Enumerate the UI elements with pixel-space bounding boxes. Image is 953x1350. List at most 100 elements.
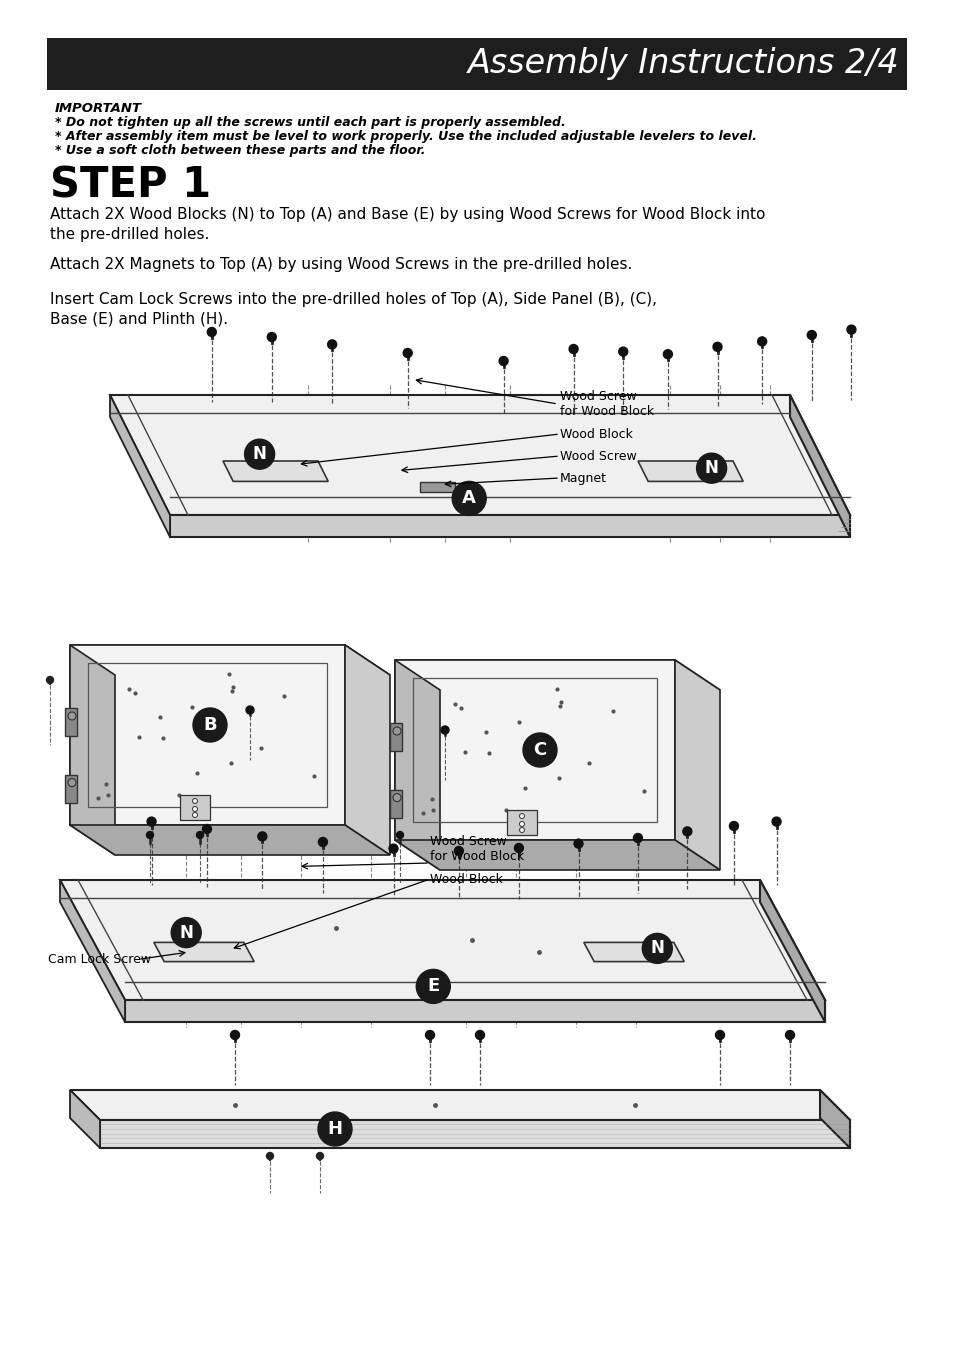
Circle shape <box>440 726 449 734</box>
Circle shape <box>475 1030 484 1040</box>
Polygon shape <box>760 880 824 1022</box>
Polygon shape <box>345 645 390 855</box>
Polygon shape <box>70 645 115 855</box>
Circle shape <box>757 338 766 346</box>
Text: N: N <box>650 940 663 957</box>
Circle shape <box>569 344 578 354</box>
Circle shape <box>696 454 726 483</box>
Circle shape <box>715 1030 723 1040</box>
Polygon shape <box>70 645 345 825</box>
Circle shape <box>846 325 855 333</box>
Circle shape <box>68 779 76 787</box>
Circle shape <box>193 813 197 818</box>
Circle shape <box>231 1030 239 1040</box>
Circle shape <box>193 707 227 742</box>
Polygon shape <box>70 1089 100 1148</box>
Circle shape <box>207 328 216 336</box>
Circle shape <box>266 1153 274 1160</box>
Circle shape <box>316 1153 323 1160</box>
Circle shape <box>389 844 397 853</box>
Bar <box>419 482 455 491</box>
Circle shape <box>317 1112 352 1146</box>
Circle shape <box>454 846 463 856</box>
Circle shape <box>393 794 400 802</box>
Circle shape <box>806 331 816 339</box>
Text: Magnet: Magnet <box>559 472 606 485</box>
Circle shape <box>246 706 253 714</box>
Polygon shape <box>70 1089 849 1120</box>
Text: * After assembly item must be level to work properly. Use the included adjustabl: * After assembly item must be level to w… <box>55 130 756 143</box>
Polygon shape <box>110 396 849 514</box>
Circle shape <box>68 711 76 720</box>
Circle shape <box>641 933 672 964</box>
Text: Assembly Instructions 2/4: Assembly Instructions 2/4 <box>468 47 899 81</box>
Circle shape <box>244 439 274 470</box>
Polygon shape <box>60 880 824 1000</box>
Text: Wood Block: Wood Block <box>430 873 502 886</box>
Text: Wood Block: Wood Block <box>559 428 632 441</box>
Circle shape <box>147 817 156 826</box>
Text: Cam Lock Screw: Cam Lock Screw <box>48 953 151 965</box>
Circle shape <box>171 918 201 948</box>
Circle shape <box>193 798 197 803</box>
Polygon shape <box>395 840 720 869</box>
Bar <box>506 810 537 836</box>
Text: H: H <box>327 1120 342 1138</box>
Circle shape <box>633 833 641 842</box>
Text: Wood Screw
for Wood Block: Wood Screw for Wood Block <box>559 390 654 418</box>
Text: N: N <box>253 446 266 463</box>
Polygon shape <box>223 460 328 482</box>
Circle shape <box>403 348 412 358</box>
Text: IMPORTANT: IMPORTANT <box>55 103 142 115</box>
Circle shape <box>784 1030 794 1040</box>
Polygon shape <box>820 1089 849 1148</box>
Polygon shape <box>100 1120 849 1148</box>
Polygon shape <box>153 942 253 961</box>
Circle shape <box>202 825 212 833</box>
Polygon shape <box>675 660 720 869</box>
Circle shape <box>618 347 627 356</box>
Circle shape <box>682 828 691 836</box>
Circle shape <box>519 814 524 818</box>
Polygon shape <box>395 660 675 840</box>
Circle shape <box>771 817 781 826</box>
Bar <box>88 663 327 807</box>
Polygon shape <box>638 460 742 482</box>
Circle shape <box>257 832 267 841</box>
Polygon shape <box>110 396 170 537</box>
Text: Wood Screw: Wood Screw <box>559 450 636 463</box>
Circle shape <box>47 676 53 683</box>
Circle shape <box>519 822 524 826</box>
Circle shape <box>193 806 197 811</box>
Text: B: B <box>203 716 216 734</box>
Bar <box>390 790 401 818</box>
Bar <box>413 678 657 822</box>
Circle shape <box>147 832 153 838</box>
Bar <box>180 795 210 819</box>
Circle shape <box>393 728 400 734</box>
Text: * Do not tighten up all the screws until each part is properly assembled.: * Do not tighten up all the screws until… <box>55 116 565 130</box>
Circle shape <box>514 844 523 852</box>
Circle shape <box>327 340 336 348</box>
Circle shape <box>396 832 403 838</box>
Polygon shape <box>70 825 390 855</box>
Circle shape <box>416 969 450 1003</box>
Bar <box>47 38 906 90</box>
Circle shape <box>574 840 582 848</box>
Text: N: N <box>179 923 193 941</box>
Circle shape <box>498 356 508 366</box>
Bar <box>65 707 77 736</box>
Circle shape <box>267 332 276 342</box>
Circle shape <box>712 343 721 351</box>
Text: Wood Screw
for Wood Block: Wood Screw for Wood Block <box>430 836 523 863</box>
Text: Attach 2X Magnets to Top (A) by using Wood Screws in the pre-drilled holes.: Attach 2X Magnets to Top (A) by using Wo… <box>50 256 632 271</box>
Circle shape <box>452 482 486 516</box>
Circle shape <box>729 822 738 830</box>
Circle shape <box>196 832 203 838</box>
Text: * Use a soft cloth between these parts and the floor.: * Use a soft cloth between these parts a… <box>55 144 425 157</box>
Polygon shape <box>583 942 683 961</box>
Text: E: E <box>427 977 439 995</box>
Polygon shape <box>395 660 720 690</box>
Polygon shape <box>60 880 125 1022</box>
Polygon shape <box>170 514 849 537</box>
